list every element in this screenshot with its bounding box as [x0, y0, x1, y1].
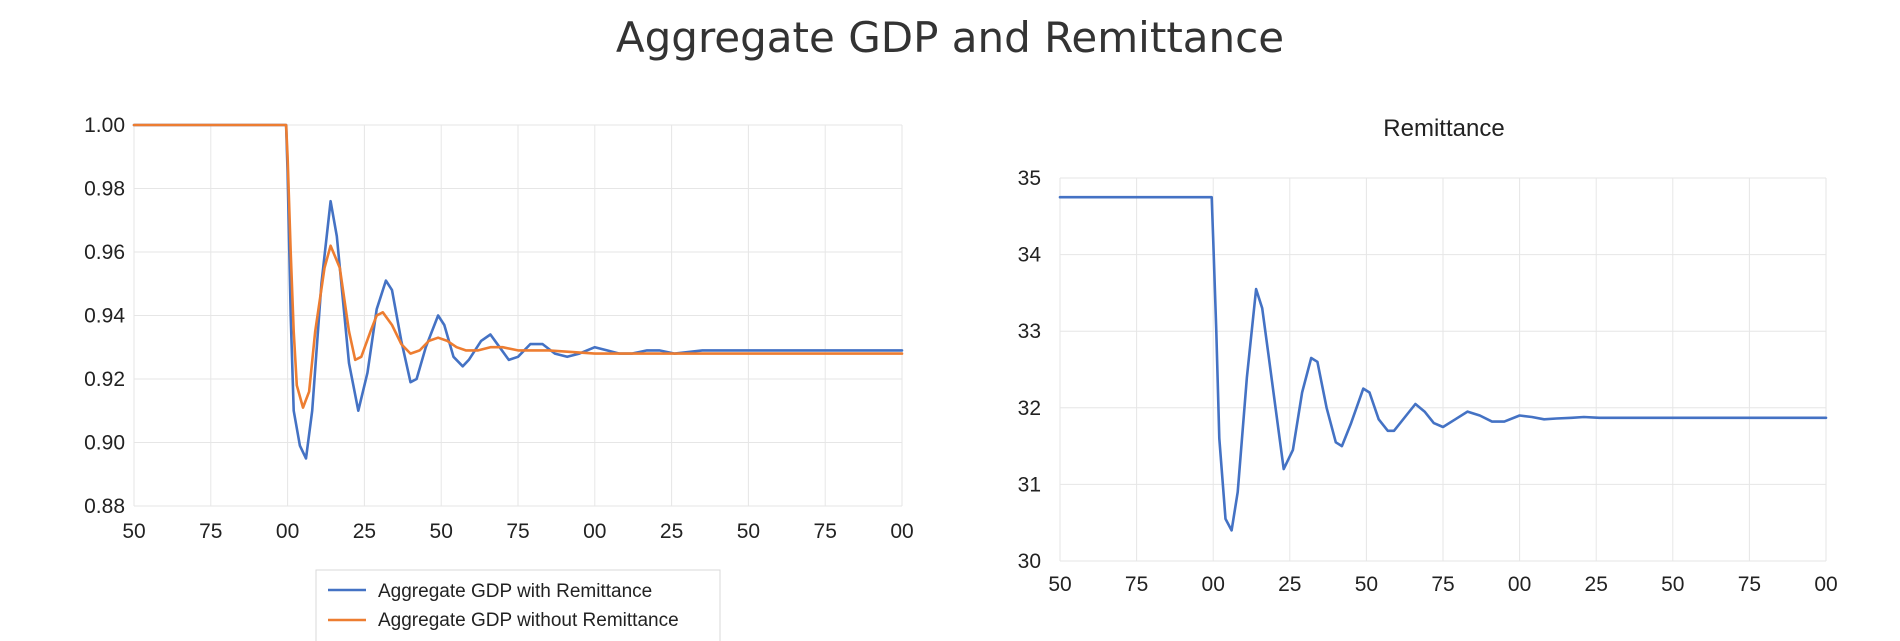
gdp-y-axis: 0.88 0.90 0.92 0.94 0.96 0.98 1.00 — [84, 114, 125, 518]
x-tick-label: 75 — [506, 520, 529, 543]
legend-label-with-remittance: Aggregate GDP with Remittance — [378, 581, 652, 602]
y-tick-label: 33 — [1018, 320, 1041, 343]
x-tick-label: 25 — [353, 520, 376, 543]
y-tick-label: 0.90 — [84, 432, 125, 455]
gdp-series-line-1 — [132, 123, 904, 409]
x-tick-label: 50 — [737, 520, 760, 543]
gdp-grid — [133, 124, 903, 507]
y-tick-label: 0.98 — [84, 178, 125, 201]
remittance-y-axis: 30 31 32 33 34 35 — [1018, 167, 1042, 573]
remittance-x-axis: 50 75 00 25 50 75 00 25 50 75 00 — [1048, 573, 1837, 596]
x-tick-label: 50 — [122, 520, 145, 543]
remittance-grid — [1059, 177, 1827, 562]
legend-box — [315, 569, 721, 641]
y-tick-label: 31 — [1018, 473, 1041, 496]
x-tick-label: 25 — [660, 520, 683, 543]
y-tick-label: 0.92 — [84, 368, 125, 391]
y-tick-label: 0.96 — [84, 241, 125, 264]
x-tick-label: 75 — [1431, 573, 1454, 596]
x-tick-label: 00 — [1508, 573, 1531, 596]
remittance-chart-title: Remittance — [1383, 115, 1504, 142]
gdp-chart: 0.88 0.90 0.92 0.94 0.96 0.98 1.00 50 75 00 25 50 7… — [84, 114, 914, 641]
y-tick-label: 35 — [1018, 167, 1041, 190]
x-tick-label: 00 — [890, 520, 913, 543]
remittance-series-group — [1058, 195, 1828, 532]
x-tick-label: 75 — [199, 520, 222, 543]
gdp-series-group — [132, 123, 904, 460]
y-tick-label: 0.94 — [84, 305, 125, 328]
x-tick-label: 00 — [276, 520, 299, 543]
x-tick-label: 00 — [1814, 573, 1837, 596]
y-tick-label: 34 — [1018, 244, 1042, 267]
x-tick-label: 75 — [1125, 573, 1148, 596]
x-tick-label: 00 — [1202, 573, 1225, 596]
gdp-series-line-0 — [132, 123, 904, 460]
x-tick-label: 75 — [814, 520, 837, 543]
x-tick-label: 50 — [1661, 573, 1684, 596]
x-tick-label: 50 — [1355, 573, 1378, 596]
y-tick-label: 32 — [1018, 397, 1041, 420]
gdp-x-axis: 50 75 00 25 50 75 00 25 50 75 00 — [122, 520, 913, 543]
legend-label-without-remittance: Aggregate GDP without Remittance — [378, 610, 679, 631]
y-tick-label: 1.00 — [84, 114, 125, 137]
x-tick-label: 25 — [1585, 573, 1608, 596]
x-tick-label: 00 — [583, 520, 606, 543]
figure-title: Aggregate GDP and Remittance — [616, 13, 1284, 62]
gdp-legend: Aggregate GDP with Remittance Aggregate … — [315, 569, 721, 641]
x-tick-label: 50 — [430, 520, 453, 543]
x-tick-label: 25 — [1278, 573, 1301, 596]
remittance-chart: Remittance 30 31 32 33 34 35 50 75 00 25 50 75 00 25… — [1018, 115, 1838, 596]
y-tick-label: 30 — [1018, 550, 1041, 573]
y-tick-label: 0.88 — [84, 495, 125, 518]
x-tick-label: 75 — [1738, 573, 1761, 596]
x-tick-label: 50 — [1048, 573, 1071, 596]
remittance-series-line-0 — [1058, 195, 1828, 532]
